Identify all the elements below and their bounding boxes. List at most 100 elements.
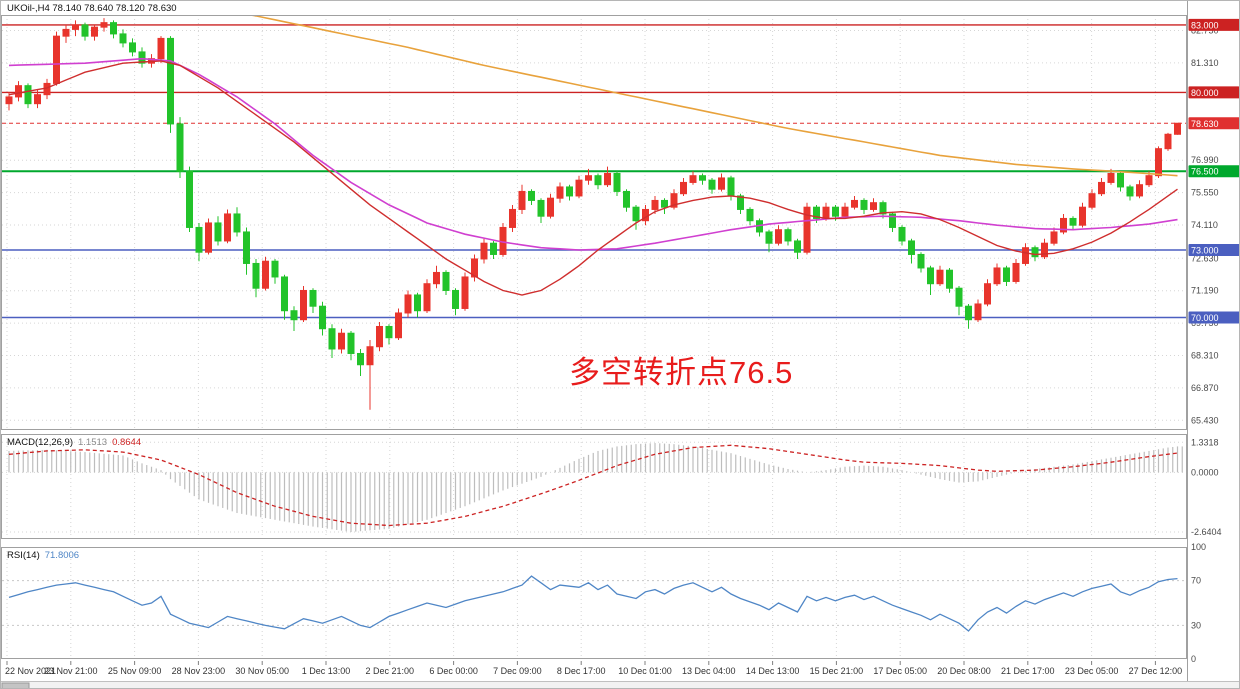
candle-body — [186, 170, 193, 228]
scrollbar-thumb[interactable] — [1, 682, 30, 689]
candle-body — [566, 186, 573, 197]
time-label: 25 Nov 09:00 — [108, 666, 162, 676]
svg-text:100: 100 — [1191, 542, 1206, 552]
candle-body — [290, 310, 298, 321]
svg-text:72.630: 72.630 — [1191, 253, 1219, 263]
macd-signal-line — [8, 444, 1178, 527]
svg-text:80.000: 80.000 — [1191, 88, 1219, 98]
candle-body — [442, 271, 450, 291]
candle-body — [15, 85, 22, 98]
candle-body — [262, 260, 269, 289]
scrollbar-track[interactable] — [1, 682, 1240, 689]
candle-body — [955, 287, 963, 307]
time-label: 10 Dec 01:00 — [618, 666, 672, 676]
candle-body — [718, 177, 725, 190]
candle-body — [1050, 231, 1058, 244]
price-badge-80.000 — [1188, 86, 1239, 99]
candle-body — [480, 242, 488, 260]
candle-body — [1126, 186, 1134, 197]
candle-body — [81, 24, 89, 37]
candle-body — [309, 289, 317, 307]
candle-body — [157, 37, 165, 60]
candle-body — [167, 37, 174, 125]
svg-text:73.000: 73.000 — [1191, 245, 1219, 255]
svg-text:75.550: 75.550 — [1191, 188, 1219, 198]
svg-text:70.000: 70.000 — [1191, 313, 1219, 323]
candle-body — [1088, 193, 1096, 208]
candle-body — [176, 123, 184, 172]
candle-body — [452, 289, 459, 309]
candle-body — [281, 276, 288, 312]
svg-text:76.990: 76.990 — [1191, 155, 1219, 165]
candle-body — [993, 267, 1001, 285]
annotation-text: 多空转折点76.5 — [569, 355, 794, 390]
candle-body — [556, 186, 564, 199]
candle-body — [205, 222, 212, 253]
time-label: 27 Dec 12:00 — [1129, 666, 1183, 676]
time-label: 23 Dec 05:00 — [1065, 666, 1119, 676]
time-label: 15 Dec 21:00 — [810, 666, 864, 676]
candle-body — [784, 229, 792, 242]
candle-body — [1060, 217, 1067, 233]
candle-body — [376, 325, 383, 348]
candle-body — [91, 26, 98, 37]
candle-body — [338, 332, 345, 350]
svg-text:0: 0 — [1191, 654, 1196, 664]
candle-body — [974, 303, 982, 321]
svg-text:74.110: 74.110 — [1191, 220, 1218, 230]
svg-text:66.870: 66.870 — [1191, 383, 1219, 393]
candle-body — [509, 208, 516, 228]
candle-body — [794, 240, 801, 253]
candle-body — [43, 82, 51, 96]
time-label: 20 Dec 08:00 — [937, 666, 991, 676]
svg-text:83.000: 83.000 — [1191, 20, 1219, 30]
candle-body — [395, 312, 402, 339]
candle-body — [243, 231, 250, 264]
candle-body — [965, 305, 972, 321]
candle-body — [119, 33, 127, 44]
rsi-value: 71.8006 — [44, 550, 80, 561]
time-label: 22 Nov 2021 — [5, 666, 56, 676]
candle-body — [737, 195, 744, 210]
rsi-line — [8, 575, 1178, 632]
candle-body — [1155, 148, 1162, 177]
ma-slow-orange — [245, 15, 1178, 177]
candle-body — [385, 325, 393, 339]
candle-body — [689, 175, 697, 183]
candle-body — [1003, 267, 1010, 282]
candle-body — [100, 22, 108, 28]
time-label: 6 Dec 00:00 — [429, 666, 478, 676]
candle-body — [870, 202, 877, 210]
candle-body — [1069, 217, 1077, 226]
time-label: 1 Dec 13:00 — [302, 666, 351, 676]
time-label: 23 Nov 21:00 — [44, 666, 98, 676]
candle-body — [252, 262, 260, 289]
candle-body — [841, 206, 849, 217]
candle-body — [1174, 122, 1181, 135]
svg-text:0.0000: 0.0000 — [1191, 467, 1219, 477]
macd-value-main: 1.1513 — [78, 437, 108, 448]
candle-body — [461, 276, 469, 309]
svg-text:81.310: 81.310 — [1191, 58, 1219, 68]
candle-body — [851, 199, 858, 208]
candle-body — [708, 179, 716, 190]
candle-body — [233, 213, 241, 233]
candle-body — [1098, 181, 1105, 195]
svg-text:-2.6404: -2.6404 — [1191, 527, 1222, 537]
macd-value-signal: 0.8644 — [112, 437, 142, 448]
price-badge-83.000 — [1188, 18, 1239, 31]
candle-body — [224, 213, 231, 242]
candle-body — [1079, 206, 1086, 226]
candle-body — [765, 231, 773, 244]
candle-body — [813, 206, 820, 219]
macd-layer — [8, 443, 1183, 532]
candle-body — [357, 352, 364, 366]
macd-label: MACD(12,26,9) — [7, 437, 73, 448]
candle-body — [1136, 184, 1143, 197]
candle-body — [53, 35, 60, 84]
ma-mid-magenta — [8, 57, 1178, 251]
candle-body — [670, 193, 678, 208]
candle-body — [433, 271, 440, 285]
svg-text:71.190: 71.190 — [1191, 286, 1219, 296]
